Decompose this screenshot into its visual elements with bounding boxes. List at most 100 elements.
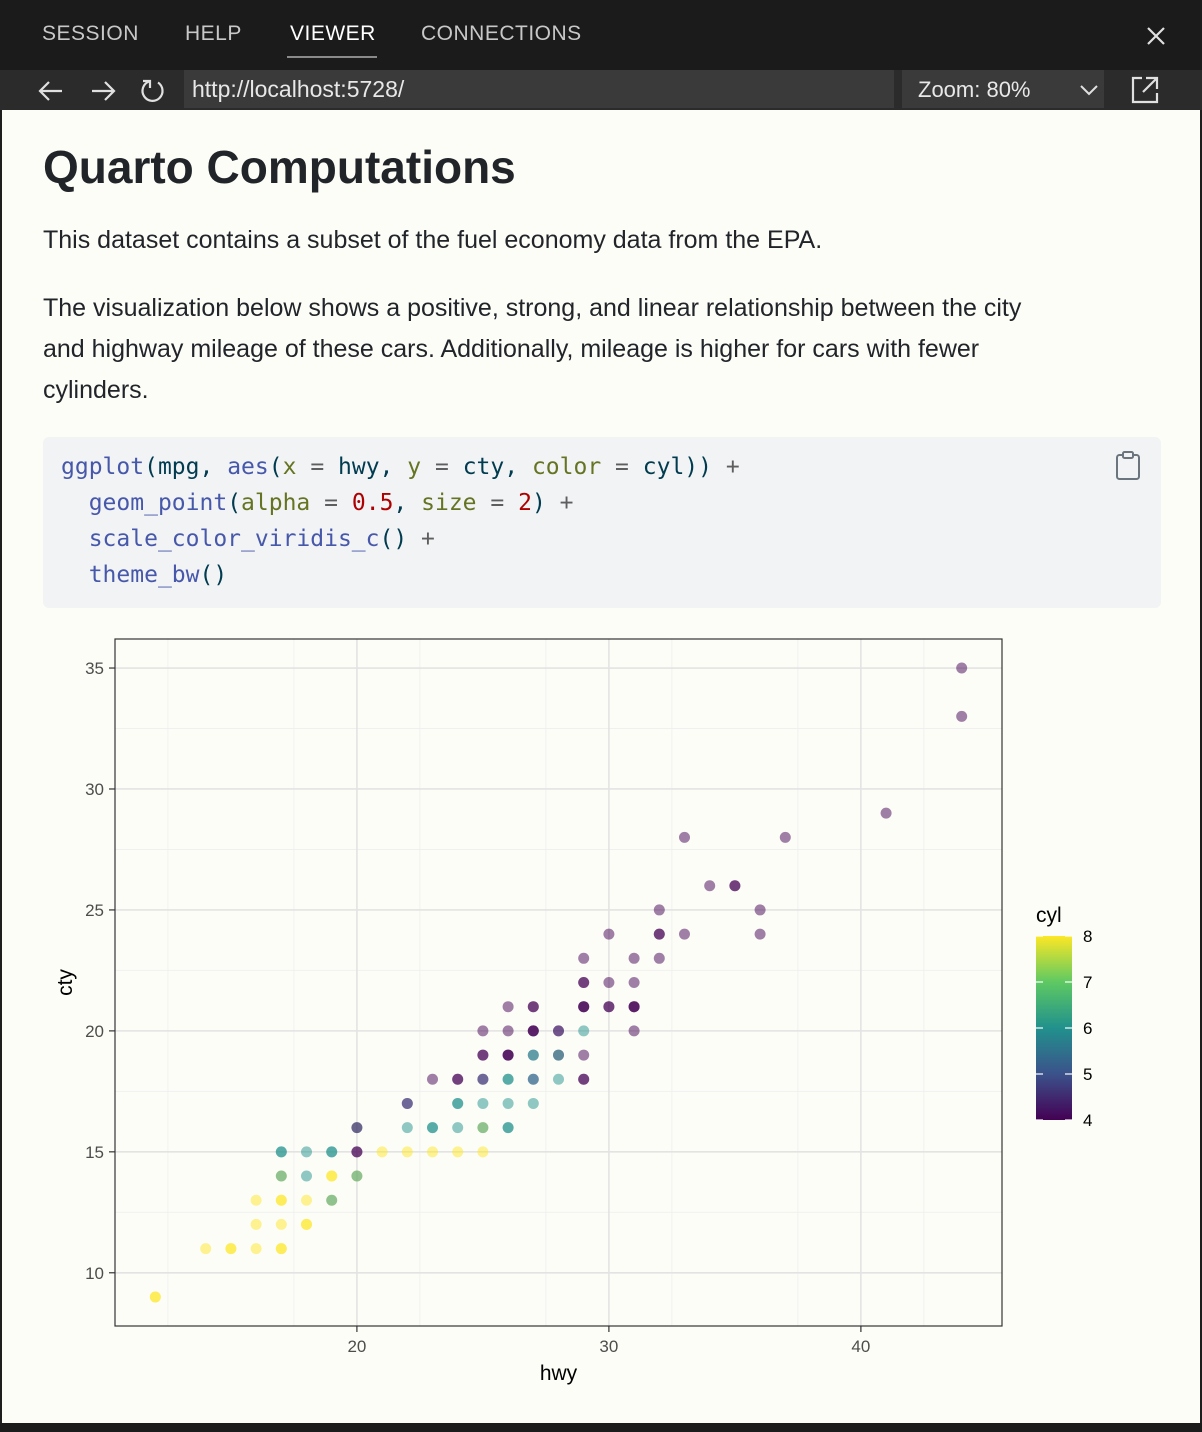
data-point (452, 1073, 464, 1085)
refresh-icon[interactable] (136, 74, 170, 108)
data-point (326, 1146, 338, 1158)
data-point (527, 1025, 539, 1037)
data-point (427, 1146, 439, 1158)
data-point (578, 1001, 590, 1013)
intro-paragraph: This dataset contains a subset of the fu… (43, 226, 823, 254)
x-tick-label: 30 (599, 1337, 618, 1356)
data-point (527, 1049, 539, 1061)
legend-title: cyl (1036, 904, 1062, 927)
tab-help[interactable]: HELP (185, 22, 242, 45)
data-point (578, 952, 590, 964)
clipboard-icon[interactable] (1114, 450, 1142, 482)
data-point (351, 1170, 363, 1182)
data-point (603, 1001, 615, 1013)
data-point (301, 1170, 313, 1182)
data-point (351, 1122, 363, 1134)
data-point (427, 1122, 439, 1134)
data-point (275, 1170, 287, 1182)
y-axis-label: cty (54, 969, 77, 996)
bottom-edge (0, 1423, 1202, 1432)
data-point (502, 1122, 514, 1134)
plot-panel (115, 639, 1002, 1326)
data-point (250, 1194, 262, 1206)
legend-tick-label: 5 (1083, 1065, 1092, 1084)
x-tick-label: 20 (347, 1337, 366, 1356)
data-point (477, 1122, 489, 1134)
y-tick-label: 25 (85, 901, 104, 920)
data-point (427, 1073, 439, 1085)
arrow-left-icon[interactable] (34, 74, 68, 108)
data-point (250, 1218, 262, 1230)
plot-points (149, 662, 968, 1303)
data-point (401, 1097, 413, 1109)
data-point (275, 1218, 287, 1230)
color-legend: cyl 4 5 6 7 8 (1036, 904, 1092, 1130)
data-point (704, 880, 716, 892)
chevron-down-icon[interactable] (1078, 80, 1100, 100)
data-point (956, 662, 968, 674)
data-point (301, 1146, 313, 1158)
data-point (250, 1243, 262, 1255)
data-point (477, 1025, 489, 1037)
data-point (578, 1049, 590, 1061)
data-point (880, 807, 892, 819)
data-point (653, 904, 665, 916)
data-point (351, 1146, 363, 1158)
description-line: The visualization below shows a positive… (43, 294, 1022, 322)
data-point (149, 1291, 161, 1303)
arrow-right-icon[interactable] (86, 74, 120, 108)
plot-frame (114, 638, 1003, 1327)
y-tick-label: 35 (85, 659, 104, 678)
data-point (275, 1146, 287, 1158)
data-point (326, 1170, 338, 1182)
zoom-select[interactable]: Zoom: 80% (902, 70, 1104, 108)
data-point (326, 1194, 338, 1206)
y-tick-label: 15 (85, 1143, 104, 1162)
data-point (301, 1194, 313, 1206)
close-icon[interactable] (1140, 20, 1172, 52)
data-point (754, 904, 766, 916)
legend-tick-label: 4 (1083, 1111, 1092, 1130)
description-line: cylinders. (43, 376, 149, 404)
data-point (729, 880, 741, 892)
data-point (603, 928, 615, 940)
data-point (477, 1146, 489, 1158)
data-point (477, 1097, 489, 1109)
pane-tabbar: SESSION HELP VIEWER CONNECTIONS (0, 0, 1202, 70)
code-line: geom_point(alpha = 0.5, size = 2) + (88, 490, 574, 516)
panel-background (115, 639, 1002, 1326)
data-point (452, 1122, 464, 1134)
data-point (301, 1218, 313, 1230)
legend-tick-label: 7 (1083, 973, 1092, 992)
data-point (502, 1073, 514, 1085)
data-point (628, 952, 640, 964)
data-point (527, 1001, 539, 1013)
data-point (628, 1025, 640, 1037)
tab-connections[interactable]: CONNECTIONS (421, 22, 582, 45)
data-point (200, 1243, 212, 1255)
external-link-icon[interactable] (1128, 73, 1162, 107)
url-input[interactable]: http://localhost:5728/ (184, 70, 894, 108)
data-point (628, 1001, 640, 1013)
tab-session[interactable]: SESSION (42, 22, 139, 45)
data-point (502, 1049, 514, 1061)
data-point (553, 1025, 564, 1037)
viewer-toolbar: http://localhost:5728/ Zoom: 80% (0, 70, 1202, 110)
data-point (477, 1073, 489, 1085)
data-point (527, 1097, 539, 1109)
data-point (401, 1122, 413, 1134)
data-point (754, 928, 766, 940)
data-point (401, 1146, 413, 1158)
data-point (452, 1097, 464, 1109)
x-axis-label: hwy (540, 1362, 578, 1385)
data-point (578, 977, 590, 988)
tab-viewer[interactable]: VIEWER (290, 22, 376, 45)
data-point (956, 710, 968, 722)
data-point (653, 952, 665, 964)
data-point (779, 831, 791, 843)
y-tick-label: 20 (85, 1022, 104, 1041)
legend-tick-label: 8 (1083, 927, 1092, 946)
viewer-content: Quarto Computations This dataset contain… (2, 110, 1200, 1423)
data-point (502, 1001, 514, 1013)
data-point (653, 928, 665, 940)
